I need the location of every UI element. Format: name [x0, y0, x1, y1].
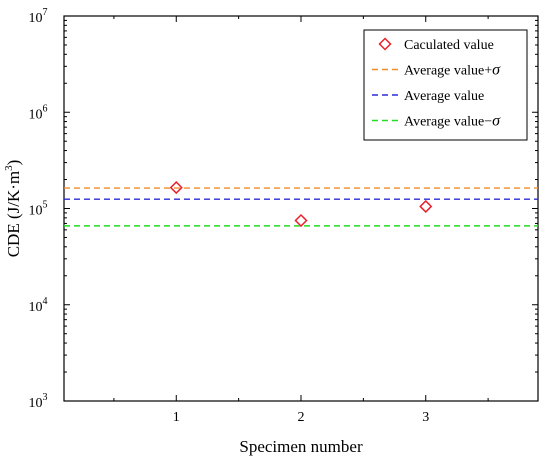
y-tick-label: 103: [29, 392, 48, 411]
legend-label-3: Average value−σ: [404, 113, 501, 130]
y-tick-label: 107: [29, 7, 48, 26]
series-0-point: [169, 181, 183, 195]
legend-label-0: Caculated value: [404, 38, 494, 53]
y-tick-label: 105: [29, 200, 48, 219]
y-tick-label: 106: [29, 103, 48, 122]
legend-label-2: Average value: [404, 89, 484, 104]
legend-label-1: Average value+σ: [404, 62, 501, 79]
x-tick-label: 3: [422, 410, 429, 425]
series-0-point: [419, 199, 433, 214]
x-axis-title: Specimen number: [239, 437, 363, 456]
series-0-point: [294, 213, 308, 228]
x-tick-label: 1: [173, 410, 180, 425]
legend-swatch-0: [378, 37, 392, 51]
x-tick-label: 2: [298, 410, 305, 425]
y-axis-title: CDE (J/K·m3): [3, 160, 23, 258]
y-tick-label: 104: [29, 296, 48, 315]
legend-box: [363, 29, 528, 141]
